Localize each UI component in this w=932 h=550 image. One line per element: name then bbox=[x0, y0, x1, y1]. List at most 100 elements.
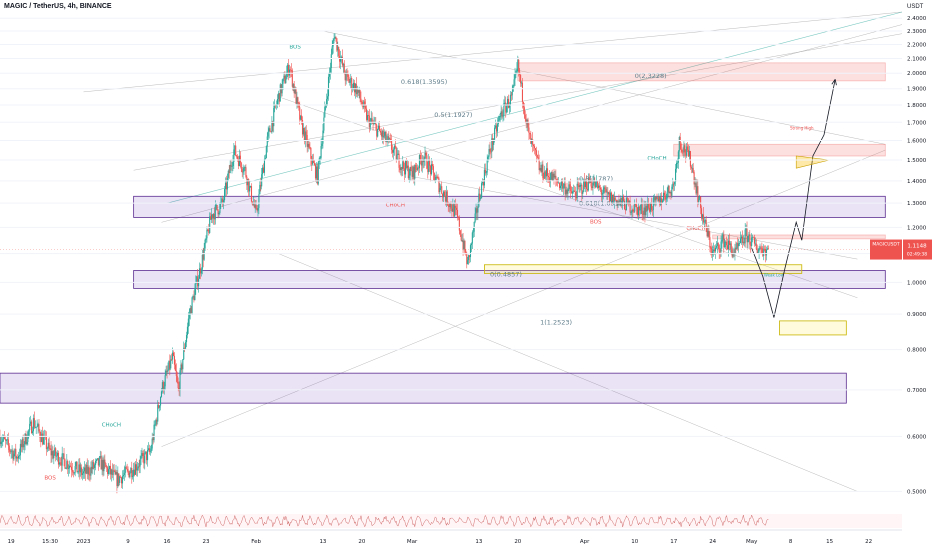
y-tick-label: 0.6000 bbox=[907, 434, 927, 440]
candle-body bbox=[159, 405, 161, 408]
candle-body bbox=[19, 443, 21, 456]
candle-body bbox=[424, 152, 426, 159]
candle-body bbox=[358, 90, 360, 93]
candle-body bbox=[121, 476, 124, 484]
candle-body bbox=[138, 466, 140, 468]
candle-body bbox=[650, 203, 652, 210]
candle-body bbox=[571, 191, 573, 194]
candle-body bbox=[307, 144, 309, 147]
candle-body bbox=[570, 186, 572, 192]
candle-body bbox=[583, 179, 585, 193]
candle-body bbox=[623, 195, 625, 201]
candle-body bbox=[636, 204, 638, 208]
candle-body bbox=[128, 471, 130, 478]
candle-body bbox=[219, 203, 221, 213]
candle-body bbox=[379, 130, 382, 133]
candle-body bbox=[297, 97, 299, 104]
candle-body bbox=[741, 236, 743, 243]
candle-body bbox=[577, 183, 579, 186]
candle-body bbox=[444, 195, 446, 202]
candle-body bbox=[286, 72, 288, 80]
candle-body bbox=[202, 254, 204, 260]
candle-body bbox=[48, 442, 50, 449]
candle-body bbox=[272, 121, 274, 127]
candle-body bbox=[338, 46, 340, 56]
candle-body bbox=[207, 229, 209, 231]
candle-body bbox=[132, 475, 134, 478]
candle-body bbox=[283, 75, 285, 79]
fib-label: 0(2.3228) bbox=[635, 72, 667, 80]
candle-body bbox=[185, 335, 188, 343]
candle-body bbox=[74, 466, 76, 473]
candle-body bbox=[407, 165, 409, 179]
candle-body bbox=[408, 175, 410, 179]
candle-body bbox=[140, 456, 142, 460]
candle-body bbox=[603, 187, 605, 193]
candle-body bbox=[765, 249, 768, 256]
candle-body bbox=[110, 469, 112, 475]
candle-body bbox=[344, 74, 346, 81]
candle-body bbox=[54, 448, 56, 455]
candle-body bbox=[40, 437, 42, 442]
candle-body bbox=[565, 189, 567, 195]
candle-body bbox=[602, 192, 604, 194]
candle-body bbox=[356, 89, 358, 95]
candle-body bbox=[580, 184, 582, 186]
candle-body bbox=[530, 134, 532, 144]
candle-body bbox=[345, 71, 347, 81]
candle-body bbox=[151, 438, 153, 449]
candle-body bbox=[640, 204, 642, 209]
candle-body bbox=[561, 180, 563, 189]
candle-body bbox=[605, 188, 607, 193]
candle-body bbox=[752, 236, 754, 238]
candle-body bbox=[508, 105, 511, 108]
candle-body bbox=[47, 442, 49, 449]
candle-body bbox=[520, 82, 523, 84]
y-tick-label: 1.4000 bbox=[907, 179, 927, 185]
candle-body bbox=[354, 83, 356, 93]
candle-body bbox=[262, 167, 265, 173]
candle-body bbox=[737, 243, 739, 247]
candle-body bbox=[559, 185, 562, 189]
candle-body bbox=[689, 151, 691, 167]
structure-label: CHoCH bbox=[386, 203, 405, 209]
candle-body bbox=[661, 198, 663, 204]
candle-body bbox=[726, 245, 729, 250]
candle-body bbox=[238, 155, 240, 166]
candle-body bbox=[301, 120, 304, 135]
candle-body bbox=[456, 207, 458, 210]
candle-body bbox=[604, 187, 606, 189]
candle-body bbox=[59, 462, 61, 464]
candle-body bbox=[353, 82, 355, 89]
candle-body bbox=[30, 421, 32, 424]
candle-body bbox=[11, 450, 13, 452]
x-tick-label: 20 bbox=[514, 539, 521, 545]
candle-body bbox=[581, 184, 583, 194]
annotation-label: Weak Low bbox=[764, 272, 785, 277]
candle-body bbox=[686, 146, 688, 156]
candle-body bbox=[433, 172, 435, 181]
candle-body bbox=[683, 145, 685, 152]
candle-body bbox=[174, 364, 176, 371]
candle-body bbox=[243, 167, 245, 172]
candle-body bbox=[2, 439, 4, 442]
y-tick-label: 1.8000 bbox=[907, 103, 927, 109]
candle-body bbox=[334, 36, 336, 39]
candle-body bbox=[15, 448, 17, 459]
candle-body bbox=[702, 214, 704, 223]
candle-body bbox=[101, 459, 103, 470]
zone-pink bbox=[673, 143, 886, 157]
candle-body bbox=[494, 125, 497, 128]
candle-body bbox=[632, 209, 634, 212]
candle-body bbox=[211, 214, 213, 220]
candle-body bbox=[67, 461, 69, 469]
candle-body bbox=[765, 248, 767, 256]
candle-body bbox=[563, 183, 565, 186]
candle-body bbox=[429, 160, 431, 166]
candle-body bbox=[63, 453, 65, 460]
candle-body bbox=[87, 467, 89, 474]
candle-body bbox=[481, 183, 483, 199]
candle-body bbox=[764, 248, 766, 250]
